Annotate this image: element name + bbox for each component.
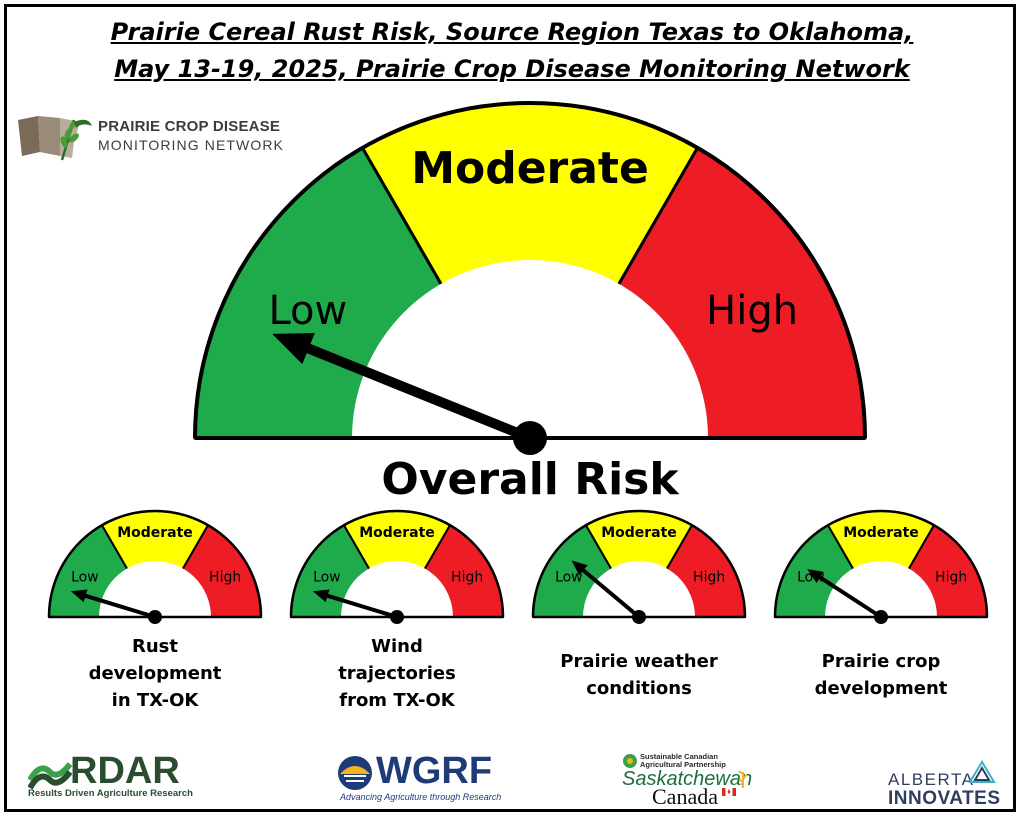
scap-tagline-1: Sustainable Canadian	[640, 752, 718, 761]
gauge-outline	[193, 101, 867, 439]
caption-line: development	[814, 678, 948, 699]
gauge-pivot	[148, 610, 162, 624]
alberta-wordmark: ALBERTA	[888, 770, 975, 789]
gauge-needle-arrowhead	[272, 332, 315, 365]
gauge-needle	[581, 568, 641, 619]
rdar-wordmark: RDAR	[70, 750, 180, 792]
innovates-wordmark: INNOVATES	[888, 788, 1001, 809]
caption-line: from TX-OK	[339, 690, 455, 711]
wheat-sheaf-icon	[738, 770, 748, 788]
gauge-outline	[531, 509, 747, 618]
gauge-high-label: High	[451, 569, 483, 585]
gauge-inner-hub	[352, 260, 708, 438]
gauge-pivot	[632, 610, 646, 624]
overall-risk-label: Overall Risk	[381, 454, 679, 505]
factor-caption-prairie-weather: Prairie weather conditions	[524, 648, 754, 702]
wgrf-globe-icon	[338, 756, 372, 790]
rdar-logo: RDAR Results Driven Agriculture Research	[28, 750, 198, 802]
caption-line: Wind	[371, 636, 423, 657]
gauge-needle-arrowhead	[571, 560, 588, 576]
wgrf-tagline: Advancing Agriculture through Research	[340, 792, 502, 802]
gauge-moderate-label: Moderate	[843, 525, 919, 541]
rdar-mark-icon	[28, 762, 72, 790]
factor-caption-rust-development: Rust development in TX-OK	[40, 633, 270, 714]
scap-tagline-2: Agricultural Partnership	[640, 760, 726, 769]
scap-leaf-icon	[623, 754, 637, 768]
gauge-moderate-label: Moderate	[411, 143, 649, 194]
gauge-needle	[818, 575, 883, 619]
caption-line: conditions	[586, 678, 692, 699]
page-title: Prairie Cereal Rust Risk, Source Region …	[0, 14, 1024, 88]
saskatchewan-canada-logo: Sustainable Canadian Agricultural Partne…	[622, 752, 753, 810]
gauge-inner-hub	[825, 561, 937, 617]
factor-gauge-rust-development: Low Moderate High	[47, 509, 263, 624]
gauge-needle-arrowhead	[70, 589, 88, 603]
gauge-moderate-label: Moderate	[117, 525, 193, 541]
wgrf-wordmark: WGRF	[376, 750, 493, 792]
network-logo-line-1: PRAIRIE CROP DISEASE	[98, 118, 281, 135]
outer-frame	[4, 4, 1016, 812]
caption-line: development	[88, 663, 222, 684]
saskatchewan-wordmark: Saskatchewan	[622, 768, 753, 790]
factor-caption-prairie-crop: Prairie crop development	[766, 648, 996, 702]
gauge-outline	[47, 509, 263, 618]
canada-flag-icon	[722, 788, 736, 796]
gauge-low-label: Low	[313, 569, 341, 585]
caption-line: Prairie crop	[821, 651, 941, 672]
alberta-innovates-logo: ALBERTA INNOVATES	[888, 760, 1008, 809]
gauge-needle	[303, 343, 535, 443]
factor-gauge-prairie-crop: Low Moderate High	[773, 509, 989, 624]
title-line-1: Prairie Cereal Rust Risk, Source Region …	[110, 18, 914, 46]
gauge-inner-hub	[341, 561, 453, 617]
factor-caption-wind-trajectories: Wind trajectories from TX-OK	[282, 633, 512, 714]
gauge-low-label: Low	[268, 288, 347, 334]
gauge-inner-hub	[583, 561, 695, 617]
gauge-low-label: Low	[71, 569, 99, 585]
prairie-provinces-map-icon	[18, 116, 92, 161]
gauge-needle-arrowhead	[312, 589, 330, 603]
gauge-needle-arrowhead	[807, 569, 824, 584]
overall-risk-gauge: Low Moderate High	[193, 101, 867, 455]
gauge-moderate-label: Moderate	[359, 525, 435, 541]
network-logo: PRAIRIE CROP DISEASE MONITORING NETWORK	[16, 112, 286, 168]
caption-line: in TX-OK	[111, 690, 199, 711]
gauge-pivot	[874, 610, 888, 624]
caption-line: trajectories	[338, 663, 456, 684]
gauge-outline	[289, 509, 505, 618]
network-logo-line-2: MONITORING NETWORK	[98, 137, 284, 153]
alberta-innovates-triangle-icon	[968, 760, 996, 783]
gauge-needle	[83, 593, 157, 619]
gauge-pivot	[513, 421, 547, 455]
gauge-high-label: High	[693, 569, 725, 585]
gauge-inner-hub	[99, 561, 211, 617]
gauge-high-label: High	[935, 569, 967, 585]
caption-line: Rust	[132, 636, 178, 657]
gauge-moderate-label: Moderate	[601, 525, 677, 541]
factor-gauge-prairie-weather: Low Moderate High	[531, 509, 747, 624]
factor-gauge-wind-trajectories: Low Moderate High	[289, 509, 505, 624]
gauge-low-label: Low	[555, 569, 583, 585]
gauge-needle	[325, 593, 399, 619]
title-line-2: May 13-19, 2025, Prairie Crop Disease Mo…	[114, 55, 910, 83]
gauge-outline	[773, 509, 989, 618]
gauge-high-label: High	[706, 288, 798, 334]
gauge-pivot	[390, 610, 404, 624]
gauge-high-label: High	[209, 569, 241, 585]
canada-wordmark: Canada	[652, 784, 718, 809]
caption-line: Prairie weather	[560, 651, 718, 672]
rdar-tagline: Results Driven Agriculture Research	[28, 788, 193, 799]
wgrf-logo: WGRF Advancing Agriculture through Resea…	[336, 750, 501, 806]
